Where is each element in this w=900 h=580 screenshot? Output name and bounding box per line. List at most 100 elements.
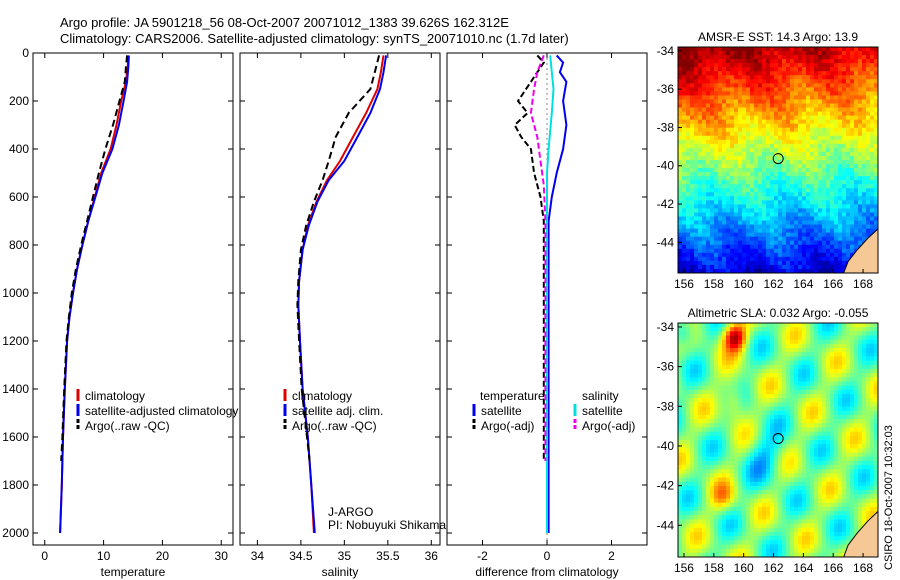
heatmap-cell [850, 59, 855, 64]
heatmap-cell [714, 260, 719, 266]
heatmap-cell [802, 220, 807, 225]
heatmap-cell [678, 435, 683, 441]
heatmap-cell [706, 212, 711, 217]
heatmap-cell [830, 368, 835, 374]
heatmap-cell [806, 423, 811, 428]
heatmap-cell [678, 228, 683, 234]
heatmap-cell [858, 95, 863, 100]
heatmap-cell [790, 394, 795, 399]
heatmap-cell [826, 456, 831, 462]
legend-label: satellite [481, 404, 522, 418]
heatmap-cell [702, 385, 707, 391]
heatmap-cell [738, 151, 743, 157]
heatmap-cell [826, 107, 831, 112]
heatmap-cell [734, 151, 739, 157]
heatmap-cell [742, 473, 747, 479]
heatmap-cell [750, 212, 755, 217]
heatmap-cell [850, 200, 855, 205]
heatmap-cell [682, 143, 687, 149]
heatmap-cell [738, 196, 743, 201]
heatmap-cell [834, 212, 839, 217]
heatmap-cell [678, 51, 683, 56]
heatmap-cell [838, 83, 843, 88]
heatmap-cell [710, 236, 715, 242]
heatmap-cell [822, 220, 827, 225]
heatmap-cell [694, 440, 699, 445]
heatmap-cell [858, 423, 863, 428]
heatmap-cell [742, 111, 747, 117]
heatmap-cell [778, 473, 783, 479]
heatmap-cell [694, 410, 699, 416]
heatmap-cell [778, 248, 783, 254]
heatmap-cell [710, 473, 715, 479]
heatmap-cell [794, 151, 799, 157]
heatmap-cell [858, 160, 863, 165]
heatmap-cell [686, 232, 691, 238]
heatmap-cell [814, 188, 819, 193]
heatmap-cell [750, 473, 755, 479]
heatmap-cell [774, 398, 779, 403]
heatmap-cell [694, 339, 699, 345]
heatmap-cell [678, 139, 683, 145]
heatmap-cell [862, 452, 867, 458]
heatmap-cell [842, 252, 847, 258]
heatmap-cell [730, 327, 735, 332]
heatmap-cell [814, 469, 819, 474]
heatmap-cell [710, 83, 715, 88]
heatmap-cell [770, 91, 775, 96]
heatmap-cell [698, 59, 703, 64]
heatmap-cell [834, 155, 839, 161]
heatmap-cell [862, 419, 867, 424]
heatmap-cell [726, 47, 731, 52]
heatmap-cell [826, 216, 831, 221]
heatmap-cell [762, 377, 767, 382]
heatmap-cell [706, 216, 711, 221]
heatmap-cell [842, 264, 847, 270]
heatmap-cell [678, 352, 683, 357]
heatmap-cell [710, 208, 715, 213]
heatmap-cell [730, 377, 735, 382]
heatmap-cell [798, 155, 803, 161]
heatmap-cell [786, 264, 791, 270]
heatmap-cell [770, 368, 775, 374]
heatmap-cell [798, 228, 803, 234]
heatmap-cell [794, 232, 799, 238]
heatmap-cell [738, 155, 743, 161]
heatmap-cell [798, 232, 803, 238]
heatmap-cell [758, 91, 763, 96]
heatmap-cell [690, 268, 695, 274]
heatmap-cell [686, 248, 691, 254]
heatmap-cell [862, 59, 867, 64]
heatmap-cell [822, 381, 827, 387]
heatmap-cell [730, 431, 735, 437]
heatmap-cell [774, 192, 779, 197]
heatmap-cell [726, 394, 731, 399]
heatmap-cell [806, 127, 811, 133]
heatmap-cell [770, 208, 775, 213]
heatmap-cell [778, 323, 783, 328]
heatmap-cell [722, 204, 727, 209]
heatmap-cell [802, 343, 807, 349]
heatmap-cell [818, 368, 823, 374]
heatmap-cell [862, 456, 867, 462]
heatmap-cell [686, 51, 691, 56]
heatmap-cell [802, 172, 807, 177]
heatmap-cell [690, 228, 695, 234]
heatmap-cell [702, 79, 707, 84]
heatmap-cell [822, 160, 827, 165]
heatmap-cell [814, 465, 819, 470]
heatmap-cell [754, 51, 759, 56]
heatmap-cell [802, 115, 807, 121]
heatmap-cell [702, 180, 707, 185]
heatmap-cell [834, 256, 839, 262]
heatmap-cell [746, 107, 751, 112]
heatmap-cell [754, 364, 759, 370]
heatmap-cell [710, 423, 715, 428]
heatmap-cell [754, 87, 759, 92]
x-tick-label: 35 [338, 549, 352, 563]
heatmap-cell [694, 103, 699, 108]
heatmap-cell [694, 343, 699, 349]
heatmap-cell [694, 398, 699, 403]
heatmap-cell [822, 240, 827, 246]
heatmap-cell [858, 368, 863, 374]
